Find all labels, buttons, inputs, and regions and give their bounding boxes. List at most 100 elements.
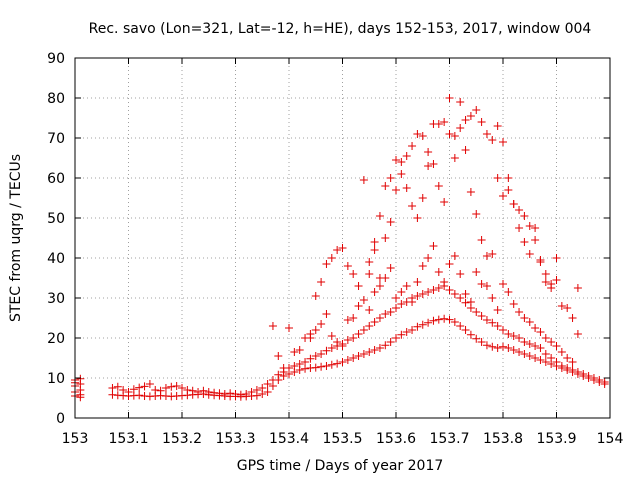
- data-point: [301, 358, 310, 366]
- data-point: [338, 244, 347, 252]
- y-tick-label: 10: [47, 371, 65, 387]
- data-point: [568, 314, 577, 322]
- data-point: [450, 318, 459, 326]
- data-point: [547, 284, 556, 292]
- data-point: [338, 358, 347, 366]
- data-point: [343, 316, 352, 324]
- data-point: [354, 330, 363, 338]
- data-point: [600, 378, 609, 386]
- data-point: [440, 314, 449, 323]
- data-point: [236, 390, 245, 399]
- data-point: [493, 344, 502, 352]
- data-point: [413, 278, 422, 286]
- data-point: [397, 330, 406, 339]
- data-point: [568, 366, 577, 374]
- y-tick-label: 30: [47, 291, 65, 307]
- data-point: [215, 389, 224, 398]
- data-point: [365, 258, 374, 266]
- data-point: [343, 262, 352, 270]
- data-point: [370, 346, 379, 354]
- data-point: [204, 388, 213, 396]
- data-point: [349, 334, 358, 342]
- data-point: [525, 318, 534, 326]
- data-point: [547, 338, 556, 346]
- data-point: [482, 130, 491, 138]
- data-point: [531, 236, 540, 244]
- data-point: [493, 122, 502, 130]
- chart-title: Rec. savo (Lon=321, Lat=-12, h=HE), days…: [89, 21, 592, 37]
- y-tick-label: 80: [47, 91, 65, 107]
- data-point: [365, 306, 374, 314]
- data-point: [311, 363, 320, 372]
- data-point: [397, 300, 406, 308]
- data-point: [461, 116, 470, 124]
- data-point: [365, 348, 374, 356]
- data-point: [327, 332, 336, 340]
- data-point: [317, 362, 326, 371]
- data-point: [499, 280, 507, 288]
- data-point: [397, 170, 406, 178]
- data-point: [263, 388, 272, 396]
- data-point: [477, 280, 486, 288]
- data-point: [531, 224, 540, 232]
- data-point: [440, 278, 449, 286]
- data-point: [386, 338, 395, 346]
- data-point: [493, 322, 502, 330]
- data-point: [456, 294, 465, 302]
- data-point: [188, 386, 197, 395]
- data-point: [488, 318, 497, 327]
- data-point: [434, 315, 443, 324]
- data-point: [140, 382, 149, 391]
- data-point: [333, 246, 342, 254]
- data-point: [445, 260, 454, 268]
- data-point: [327, 360, 336, 369]
- data-point: [466, 112, 475, 120]
- data-point: [488, 136, 497, 144]
- x-tick-label: 153.5: [322, 431, 362, 447]
- data-point: [311, 326, 320, 334]
- data-point: [322, 310, 331, 318]
- data-point: [424, 288, 433, 296]
- data-point: [557, 362, 566, 370]
- data-point: [156, 386, 165, 395]
- data-point: [279, 364, 288, 372]
- x-tick-label: 153.6: [376, 431, 416, 447]
- data-point: [515, 308, 524, 316]
- data-point: [531, 324, 540, 332]
- data-point: [541, 334, 550, 342]
- y-tick-label: 20: [47, 331, 65, 347]
- data-point: [456, 124, 465, 132]
- data-point: [536, 328, 545, 336]
- data-point: [445, 315, 454, 324]
- grid: [75, 58, 610, 418]
- data-point: [354, 282, 363, 290]
- data-point: [327, 344, 336, 352]
- data-point: [482, 316, 491, 324]
- data-point: [285, 324, 293, 332]
- data-point: [429, 160, 438, 168]
- data-point: [247, 388, 256, 396]
- data-point: [509, 346, 518, 354]
- data-point: [375, 314, 384, 322]
- data-point: [445, 286, 454, 294]
- data-point: [466, 298, 475, 306]
- data-point: [354, 302, 363, 310]
- data-point: [354, 352, 363, 360]
- data-point: [365, 322, 374, 330]
- data-point: [322, 346, 331, 355]
- data-point: [557, 348, 566, 356]
- data-point: [461, 298, 470, 307]
- data-point: [268, 322, 277, 330]
- data-point: [392, 294, 400, 302]
- data-point: [472, 308, 481, 316]
- data-point: [515, 224, 524, 232]
- data-point: [547, 354, 556, 362]
- data-point: [317, 320, 326, 328]
- data-point: [76, 374, 85, 383]
- data-point: [509, 200, 518, 208]
- data-point: [424, 148, 433, 156]
- data-point: [515, 206, 524, 214]
- data-point: [509, 332, 518, 340]
- data-point: [440, 118, 449, 126]
